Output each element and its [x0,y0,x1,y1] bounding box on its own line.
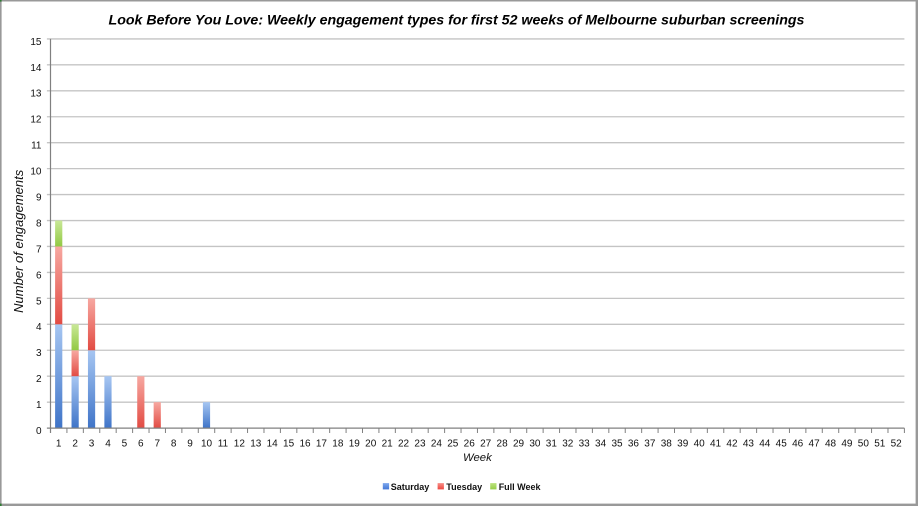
svg-text:Full Week: Full Week [499,482,542,492]
svg-text:24: 24 [431,438,443,449]
svg-text:33: 33 [579,438,591,449]
svg-text:1: 1 [56,438,62,449]
svg-text:4: 4 [105,438,111,449]
svg-text:26: 26 [464,438,476,449]
svg-text:27: 27 [480,438,492,449]
svg-text:32: 32 [562,438,574,449]
svg-text:9: 9 [187,438,193,449]
svg-text:4: 4 [36,322,42,333]
svg-text:Number of engagements: Number of engagements [11,169,26,313]
svg-text:11: 11 [31,141,42,152]
svg-text:14: 14 [267,438,279,449]
svg-text:21: 21 [382,438,394,449]
svg-text:2: 2 [72,438,78,449]
svg-text:Look Before You Love: Weekly e: Look Before You Love: Weekly engagement … [109,12,805,28]
svg-text:38: 38 [661,438,673,449]
svg-text:45: 45 [776,438,788,449]
svg-text:3: 3 [89,438,95,449]
svg-text:46: 46 [792,438,804,449]
svg-text:42: 42 [726,438,738,449]
svg-text:50: 50 [858,438,870,449]
svg-text:35: 35 [611,438,623,449]
svg-text:44: 44 [759,438,771,449]
svg-text:49: 49 [841,438,853,449]
svg-text:52: 52 [891,438,903,449]
svg-text:40: 40 [694,438,706,449]
svg-text:39: 39 [677,438,689,449]
svg-text:47: 47 [809,438,821,449]
svg-text:15: 15 [30,37,42,48]
svg-text:36: 36 [628,438,640,449]
svg-text:6: 6 [138,438,144,449]
svg-text:10: 10 [201,438,213,449]
svg-text:12: 12 [234,438,246,449]
svg-text:25: 25 [447,438,459,449]
svg-text:Week: Week [463,452,493,464]
svg-text:51: 51 [874,438,886,449]
svg-text:20: 20 [365,438,377,449]
svg-text:7: 7 [154,438,160,449]
svg-text:Saturday: Saturday [391,482,430,492]
svg-text:2: 2 [36,374,42,385]
svg-text:15: 15 [283,438,295,449]
svg-text:5: 5 [36,296,42,307]
svg-text:18: 18 [332,438,344,449]
svg-text:11: 11 [218,438,229,449]
svg-text:31: 31 [546,438,558,449]
svg-text:Tuesday: Tuesday [446,482,482,492]
svg-text:13: 13 [30,89,42,100]
svg-text:37: 37 [644,438,656,449]
svg-text:6: 6 [36,270,42,281]
svg-text:22: 22 [398,438,410,449]
svg-text:10: 10 [30,167,42,178]
svg-text:19: 19 [349,438,361,449]
svg-text:8: 8 [171,438,177,449]
svg-text:41: 41 [710,438,722,449]
svg-text:29: 29 [513,438,525,449]
svg-text:8: 8 [36,218,42,229]
svg-text:1: 1 [36,400,42,411]
svg-text:23: 23 [414,438,426,449]
svg-text:34: 34 [595,438,607,449]
svg-text:28: 28 [497,438,509,449]
svg-text:30: 30 [529,438,541,449]
svg-text:13: 13 [250,438,262,449]
svg-text:43: 43 [743,438,755,449]
svg-text:12: 12 [30,115,42,126]
svg-text:17: 17 [316,438,328,449]
svg-text:7: 7 [36,244,42,255]
svg-text:0: 0 [36,426,42,437]
svg-text:9: 9 [36,192,42,203]
svg-text:16: 16 [299,438,311,449]
svg-text:48: 48 [825,438,837,449]
svg-text:14: 14 [30,63,42,74]
svg-text:5: 5 [122,438,128,449]
svg-text:3: 3 [36,348,42,359]
